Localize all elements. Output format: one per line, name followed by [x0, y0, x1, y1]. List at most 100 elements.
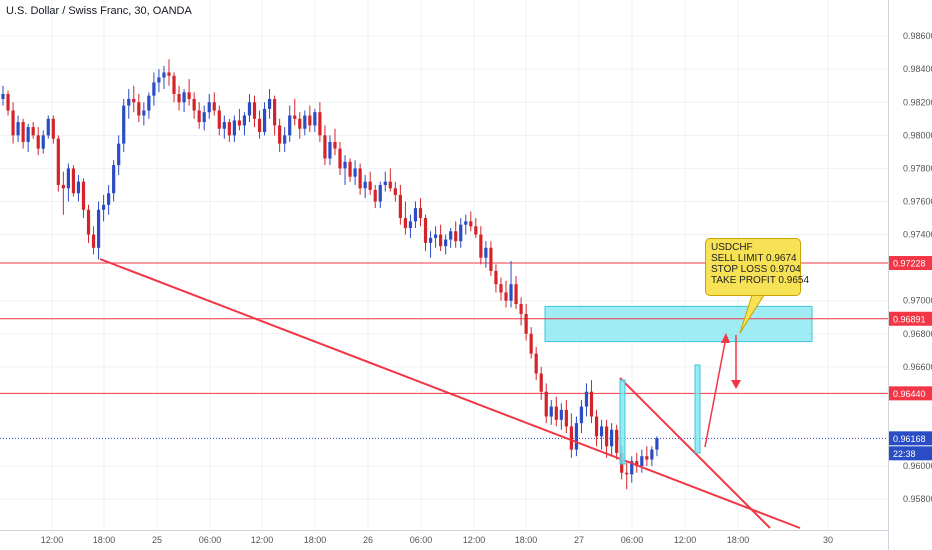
candle-body	[56, 138, 60, 185]
candle-body	[459, 224, 463, 242]
candle	[579, 399, 584, 434]
x-tick-label: 12:00	[251, 535, 274, 545]
candle-body	[479, 234, 483, 258]
candle	[197, 102, 201, 129]
trade-callout: USDCHF SELL LIMIT 0.9674 STOP LOSS 0.970…	[705, 238, 810, 296]
candle-body	[278, 125, 282, 144]
candle-body	[599, 426, 604, 437]
candle	[469, 211, 473, 232]
candle	[433, 226, 438, 248]
candle	[418, 198, 423, 227]
candle	[615, 424, 619, 460]
candle-body	[172, 75, 176, 94]
candle	[655, 436, 659, 457]
candle-body	[484, 247, 488, 258]
candle-body	[333, 141, 337, 149]
candle-body	[584, 391, 589, 407]
candle	[96, 201, 101, 260]
candle	[157, 69, 161, 93]
candle-body	[11, 110, 15, 136]
candle	[569, 413, 573, 458]
candle	[192, 92, 196, 119]
candle	[107, 184, 111, 215]
candle-body	[569, 426, 573, 450]
price-label-bg	[889, 256, 932, 271]
candle	[625, 462, 629, 490]
highlight-box-right	[694, 364, 701, 454]
candle-body	[574, 423, 579, 450]
candle-body	[167, 72, 171, 76]
candle	[383, 171, 387, 192]
candle	[605, 419, 609, 458]
candle-body	[91, 234, 96, 248]
candle	[112, 160, 116, 202]
sell-zone-layer	[544, 305, 813, 343]
candle	[589, 380, 594, 424]
candle-body	[288, 115, 292, 136]
candle-body	[554, 406, 558, 420]
price-label-text: 0.97228	[893, 259, 926, 269]
candle-body	[534, 353, 538, 374]
x-tick-label: 25	[152, 535, 162, 545]
price-label-bg	[889, 386, 932, 401]
candle	[318, 102, 322, 142]
candle	[26, 123, 30, 152]
candle-body	[630, 461, 634, 475]
candle	[36, 127, 40, 156]
candle-body	[117, 143, 121, 166]
candle	[31, 122, 35, 139]
candle	[388, 168, 392, 192]
candle-body	[640, 456, 644, 467]
candle	[439, 224, 443, 252]
candle	[182, 89, 186, 113]
candle-body	[273, 98, 277, 126]
candle-body	[514, 284, 518, 305]
candle-body	[66, 168, 70, 189]
candle	[147, 92, 151, 119]
candle	[262, 102, 267, 136]
candle	[152, 72, 156, 106]
candle-body	[589, 391, 594, 417]
candle	[594, 409, 599, 447]
candle	[212, 92, 216, 116]
x-tick-label: 26	[363, 535, 373, 545]
candle	[403, 201, 407, 235]
candle-body	[51, 118, 55, 139]
candle-body	[96, 209, 101, 248]
candle	[41, 130, 45, 154]
candle	[514, 275, 518, 309]
candle-body	[343, 161, 347, 169]
arrowhead-up	[721, 333, 730, 343]
candle	[222, 115, 226, 139]
candle	[489, 241, 493, 276]
candle-body	[519, 304, 523, 314]
candle-body	[257, 118, 262, 133]
price-label: 22:38	[889, 446, 932, 461]
candle	[323, 125, 327, 166]
candle	[529, 327, 533, 359]
candle	[610, 423, 614, 457]
candle-body	[529, 333, 533, 354]
candle-body	[454, 231, 458, 242]
candle	[46, 115, 50, 139]
candle	[650, 446, 654, 467]
candle	[51, 115, 55, 144]
candle	[494, 264, 498, 293]
x-tick-label: 18:00	[304, 535, 327, 545]
callout-line-take-profit: TAKE PROFIT 0.9654	[711, 275, 810, 286]
candle-body	[388, 181, 392, 189]
candle-body	[373, 189, 377, 202]
price-label: 0.97228	[889, 256, 932, 271]
price-label: 0.96440	[889, 386, 932, 401]
candle	[71, 165, 76, 197]
candle	[6, 90, 10, 116]
callout-line-stop-loss: STOP LOSS 0.9704	[711, 264, 801, 275]
candle-body	[232, 120, 236, 136]
candle-body	[36, 135, 40, 149]
candle	[464, 214, 468, 235]
candle	[539, 366, 543, 400]
candle	[273, 95, 277, 136]
candle	[76, 175, 81, 202]
